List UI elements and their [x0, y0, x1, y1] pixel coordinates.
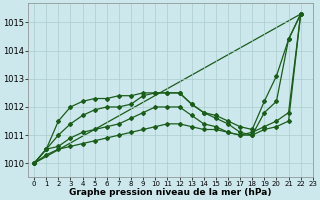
- X-axis label: Graphe pression niveau de la mer (hPa): Graphe pression niveau de la mer (hPa): [69, 188, 272, 197]
